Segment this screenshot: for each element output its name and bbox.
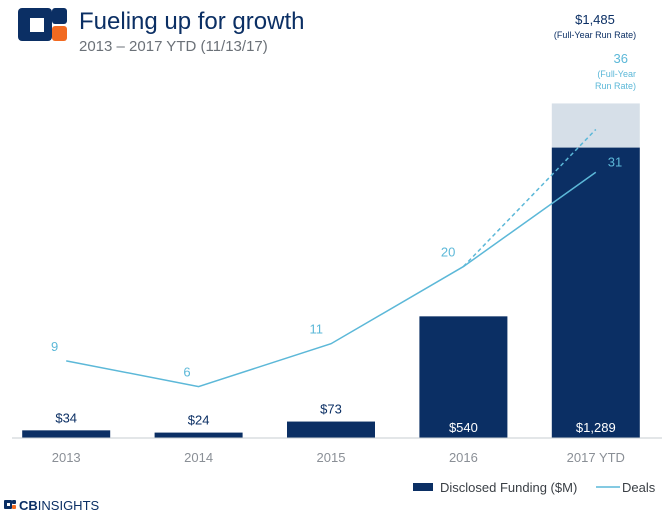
- run-rate-funding-label: $1,485: [575, 12, 615, 27]
- x-tick-label: 2014: [184, 450, 213, 465]
- legend-deals-label: Deals: [622, 480, 656, 495]
- run-rate-deals-note-line1: (Full-Year: [597, 69, 636, 79]
- footer-brand-text: CBINSIGHTS: [19, 498, 100, 513]
- run-rate-funding-bar: [551, 103, 640, 148]
- x-axis-ticks: 2013 2014 2015 2016 2017 YTD: [52, 450, 625, 465]
- funding-bar-2017-ytd: [551, 147, 640, 438]
- funding-value-label: $1,289: [576, 420, 616, 435]
- legend: Disclosed Funding ($M) Deals: [413, 480, 656, 495]
- x-tick-label: 2017 YTD: [567, 450, 625, 465]
- funding-bar-2016: [419, 316, 508, 438]
- deals-run-rate-line: [462, 128, 597, 268]
- funding-bars: [22, 147, 640, 438]
- funding-value-label: $540: [449, 420, 478, 435]
- data-labels: $34 $24 $73 $540 $1,289 9 6 11 20 31: [51, 154, 622, 435]
- chart-subtitle: 2013 – 2017 YTD (11/13/17): [79, 38, 268, 55]
- deals-value-label: 11: [310, 322, 324, 337]
- legend-funding-label: Disclosed Funding ($M): [440, 480, 577, 495]
- deals-line: [66, 171, 597, 388]
- run-rate-deals-note-line2: Run Rate): [595, 81, 636, 91]
- run-rate-deals-label: 36: [614, 51, 628, 66]
- funding-value-label: $73: [320, 402, 342, 417]
- funding-bar-2013: [22, 430, 111, 438]
- funding-bar-2015: [287, 421, 375, 438]
- run-rate-group: [551, 103, 640, 148]
- funding-value-label: $34: [55, 410, 77, 425]
- footer-logo-icon: [4, 500, 16, 509]
- x-tick-label: 2013: [52, 450, 81, 465]
- deals-value-label: 6: [183, 365, 190, 380]
- chart-title: Fueling up for growth: [79, 8, 304, 35]
- cb-logo-icon: [18, 8, 67, 41]
- x-tick-label: 2016: [449, 450, 478, 465]
- deals-value-label: 9: [51, 339, 58, 354]
- legend-funding-swatch: [413, 483, 433, 491]
- run-rate-funding-note: (Full-Year Run Rate): [554, 30, 636, 40]
- funding-value-label: $24: [188, 413, 210, 428]
- footer-brand-name: INSIGHTS: [38, 498, 100, 513]
- funding-bar-2014: [154, 432, 243, 438]
- footer-logo: CBINSIGHTS: [4, 498, 100, 513]
- deals-value-label: 20: [441, 245, 455, 260]
- deals-lines: [66, 128, 597, 388]
- footer-brand-prefix: CB: [19, 498, 38, 513]
- x-tick-label: 2015: [317, 450, 346, 465]
- deals-value-label: 31: [608, 154, 622, 169]
